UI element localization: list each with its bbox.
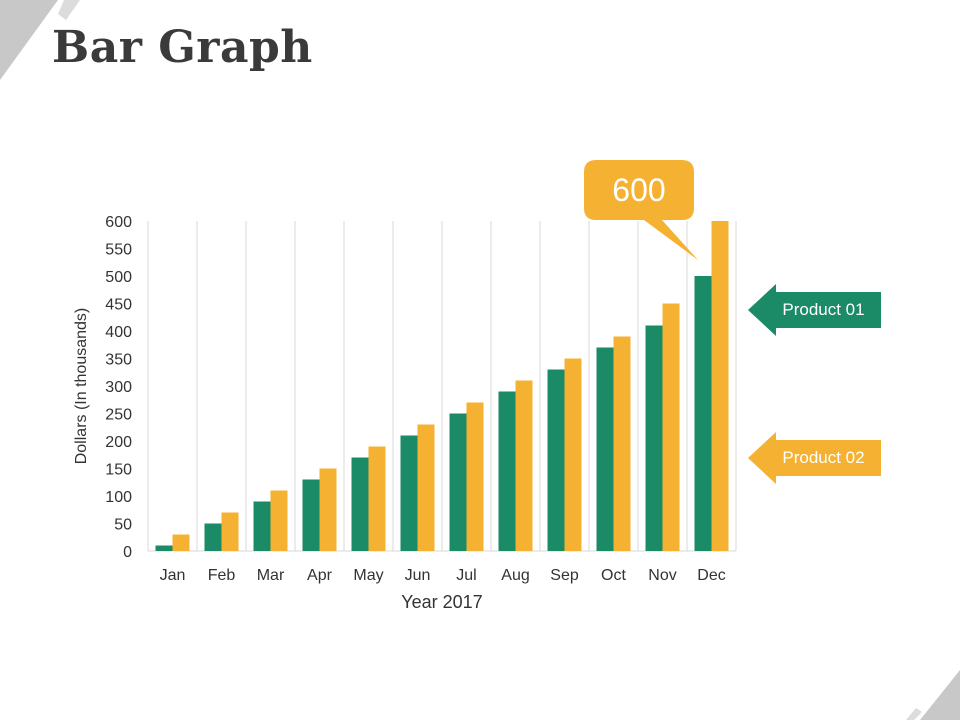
- bar-product-02: [662, 303, 680, 551]
- legend-arrow-shape: [748, 284, 881, 336]
- bar-product-01: [596, 347, 614, 551]
- corner-decoration-bottom-right: [906, 670, 960, 720]
- corner-decoration-top-left: [0, 0, 80, 80]
- legend-label: Product 01: [782, 300, 865, 319]
- bar-product-01: [351, 457, 369, 551]
- y-tick-label: 500: [105, 269, 132, 286]
- bar-product-02: [319, 468, 337, 551]
- bar-product-01: [155, 545, 173, 551]
- y-tick-label: 50: [114, 517, 132, 534]
- bar-product-02: [270, 490, 288, 551]
- y-tick-label: 600: [105, 214, 132, 231]
- x-tick-label: Oct: [601, 567, 626, 584]
- bar-product-01: [694, 276, 712, 551]
- bar-product-01: [302, 479, 320, 551]
- y-tick-label: 200: [105, 434, 132, 451]
- x-tick-label: Nov: [648, 567, 676, 584]
- bar-product-01: [645, 325, 663, 551]
- x-tick-label: Apr: [307, 567, 333, 584]
- legend-product-01: Product 01: [748, 284, 881, 336]
- bar-product-02: [515, 380, 533, 551]
- bar-product-01: [253, 501, 271, 551]
- x-tick-label: May: [353, 567, 383, 584]
- y-tick-label: 450: [105, 297, 132, 314]
- bar-product-01: [498, 391, 516, 551]
- bar-product-01: [547, 369, 565, 551]
- x-tick-label: Aug: [501, 567, 529, 584]
- callout-value: 600: [612, 171, 666, 208]
- y-tick-label: 400: [105, 324, 132, 341]
- bar-product-02: [564, 358, 582, 551]
- bar-product-01: [204, 523, 222, 551]
- y-tick-label: 550: [105, 242, 132, 259]
- x-axis-title: Year 2017: [401, 592, 482, 612]
- legend-arrow-shape: [748, 432, 881, 484]
- y-axis-title: Dollars (In thousands): [73, 308, 90, 465]
- bar-product-02: [466, 402, 484, 551]
- bar-product-02: [221, 512, 239, 551]
- x-tick-label: Feb: [208, 567, 236, 584]
- bar-product-02: [711, 221, 729, 551]
- legend-product-02: Product 02: [748, 432, 881, 484]
- page-title: Bar Graph: [52, 22, 313, 73]
- x-tick-label: Mar: [257, 567, 285, 584]
- y-tick-label: 0: [123, 544, 132, 561]
- x-tick-label: Jul: [456, 567, 476, 584]
- x-tick-label: Dec: [697, 567, 725, 584]
- bar-product-02: [368, 446, 386, 551]
- legend-label: Product 02: [782, 448, 865, 467]
- bar-product-02: [417, 424, 435, 551]
- x-tick-label: Jan: [160, 567, 186, 584]
- callout-shape: [584, 160, 698, 260]
- bar-product-01: [400, 435, 418, 551]
- bar-product-02: [172, 534, 190, 551]
- x-tick-label: Jun: [405, 567, 431, 584]
- x-tick-label: Sep: [550, 567, 579, 584]
- value-callout: 600: [584, 160, 702, 264]
- y-tick-label: 350: [105, 352, 132, 369]
- y-tick-label: 150: [105, 462, 132, 479]
- y-tick-label: 250: [105, 407, 132, 424]
- y-tick-label: 300: [105, 379, 132, 396]
- bar-product-02: [613, 336, 631, 551]
- y-tick-label: 100: [105, 489, 132, 506]
- bar-product-01: [449, 413, 467, 551]
